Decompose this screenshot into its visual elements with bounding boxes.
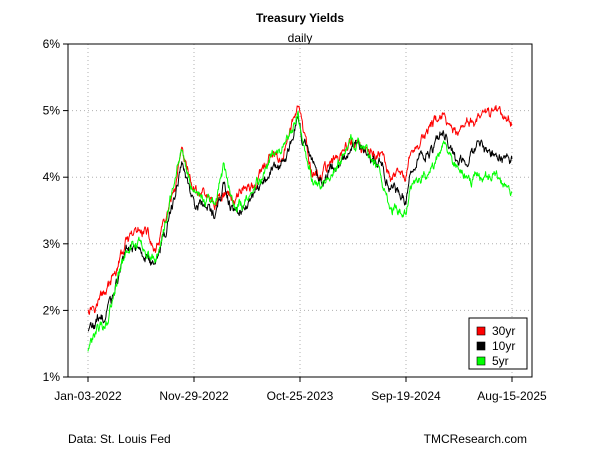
- legend-label-10yr: 10yr: [492, 339, 515, 353]
- series-line-5yr: [87, 110, 513, 352]
- x-tick-label: Aug-15-2025: [477, 389, 547, 403]
- grid-lines: [68, 44, 532, 377]
- legend-swatch-30yr: [476, 326, 486, 336]
- y-tick-label: 4%: [43, 170, 61, 184]
- series-lines: [87, 105, 513, 352]
- y-axis: 1% 2% 3% 4% 5% 6%: [43, 37, 68, 384]
- y-tick-label: 6%: [43, 37, 61, 51]
- legend-label-30yr: 30yr: [492, 324, 515, 338]
- legend-label-5yr: 5yr: [492, 354, 509, 368]
- y-tick-label: 3%: [43, 237, 61, 251]
- source-right: TMCResearch.com: [424, 432, 527, 446]
- y-tick-label: 1%: [43, 370, 61, 384]
- x-axis: Jan-03-2022 Nov-29-2022 Oct-25-2023 Sep-19-…: [54, 377, 547, 403]
- source-left: Data: St. Louis Fed: [68, 432, 171, 446]
- x-tick-label: Oct-25-2023: [267, 389, 334, 403]
- legend-swatch-10yr: [476, 341, 486, 351]
- x-tick-label: Sep-19-2024: [371, 389, 441, 403]
- chart-subtitle: daily: [288, 31, 313, 45]
- series-line-30yr: [87, 105, 513, 315]
- y-tick-label: 5%: [43, 104, 61, 118]
- x-tick-label: Jan-03-2022: [54, 389, 122, 403]
- y-tick-label: 2%: [43, 303, 61, 317]
- plot-frame: [67, 43, 533, 378]
- chart-title: Treasury Yields: [256, 11, 344, 25]
- x-tick-label: Nov-29-2022: [159, 389, 229, 403]
- legend-swatch-5yr: [476, 356, 486, 366]
